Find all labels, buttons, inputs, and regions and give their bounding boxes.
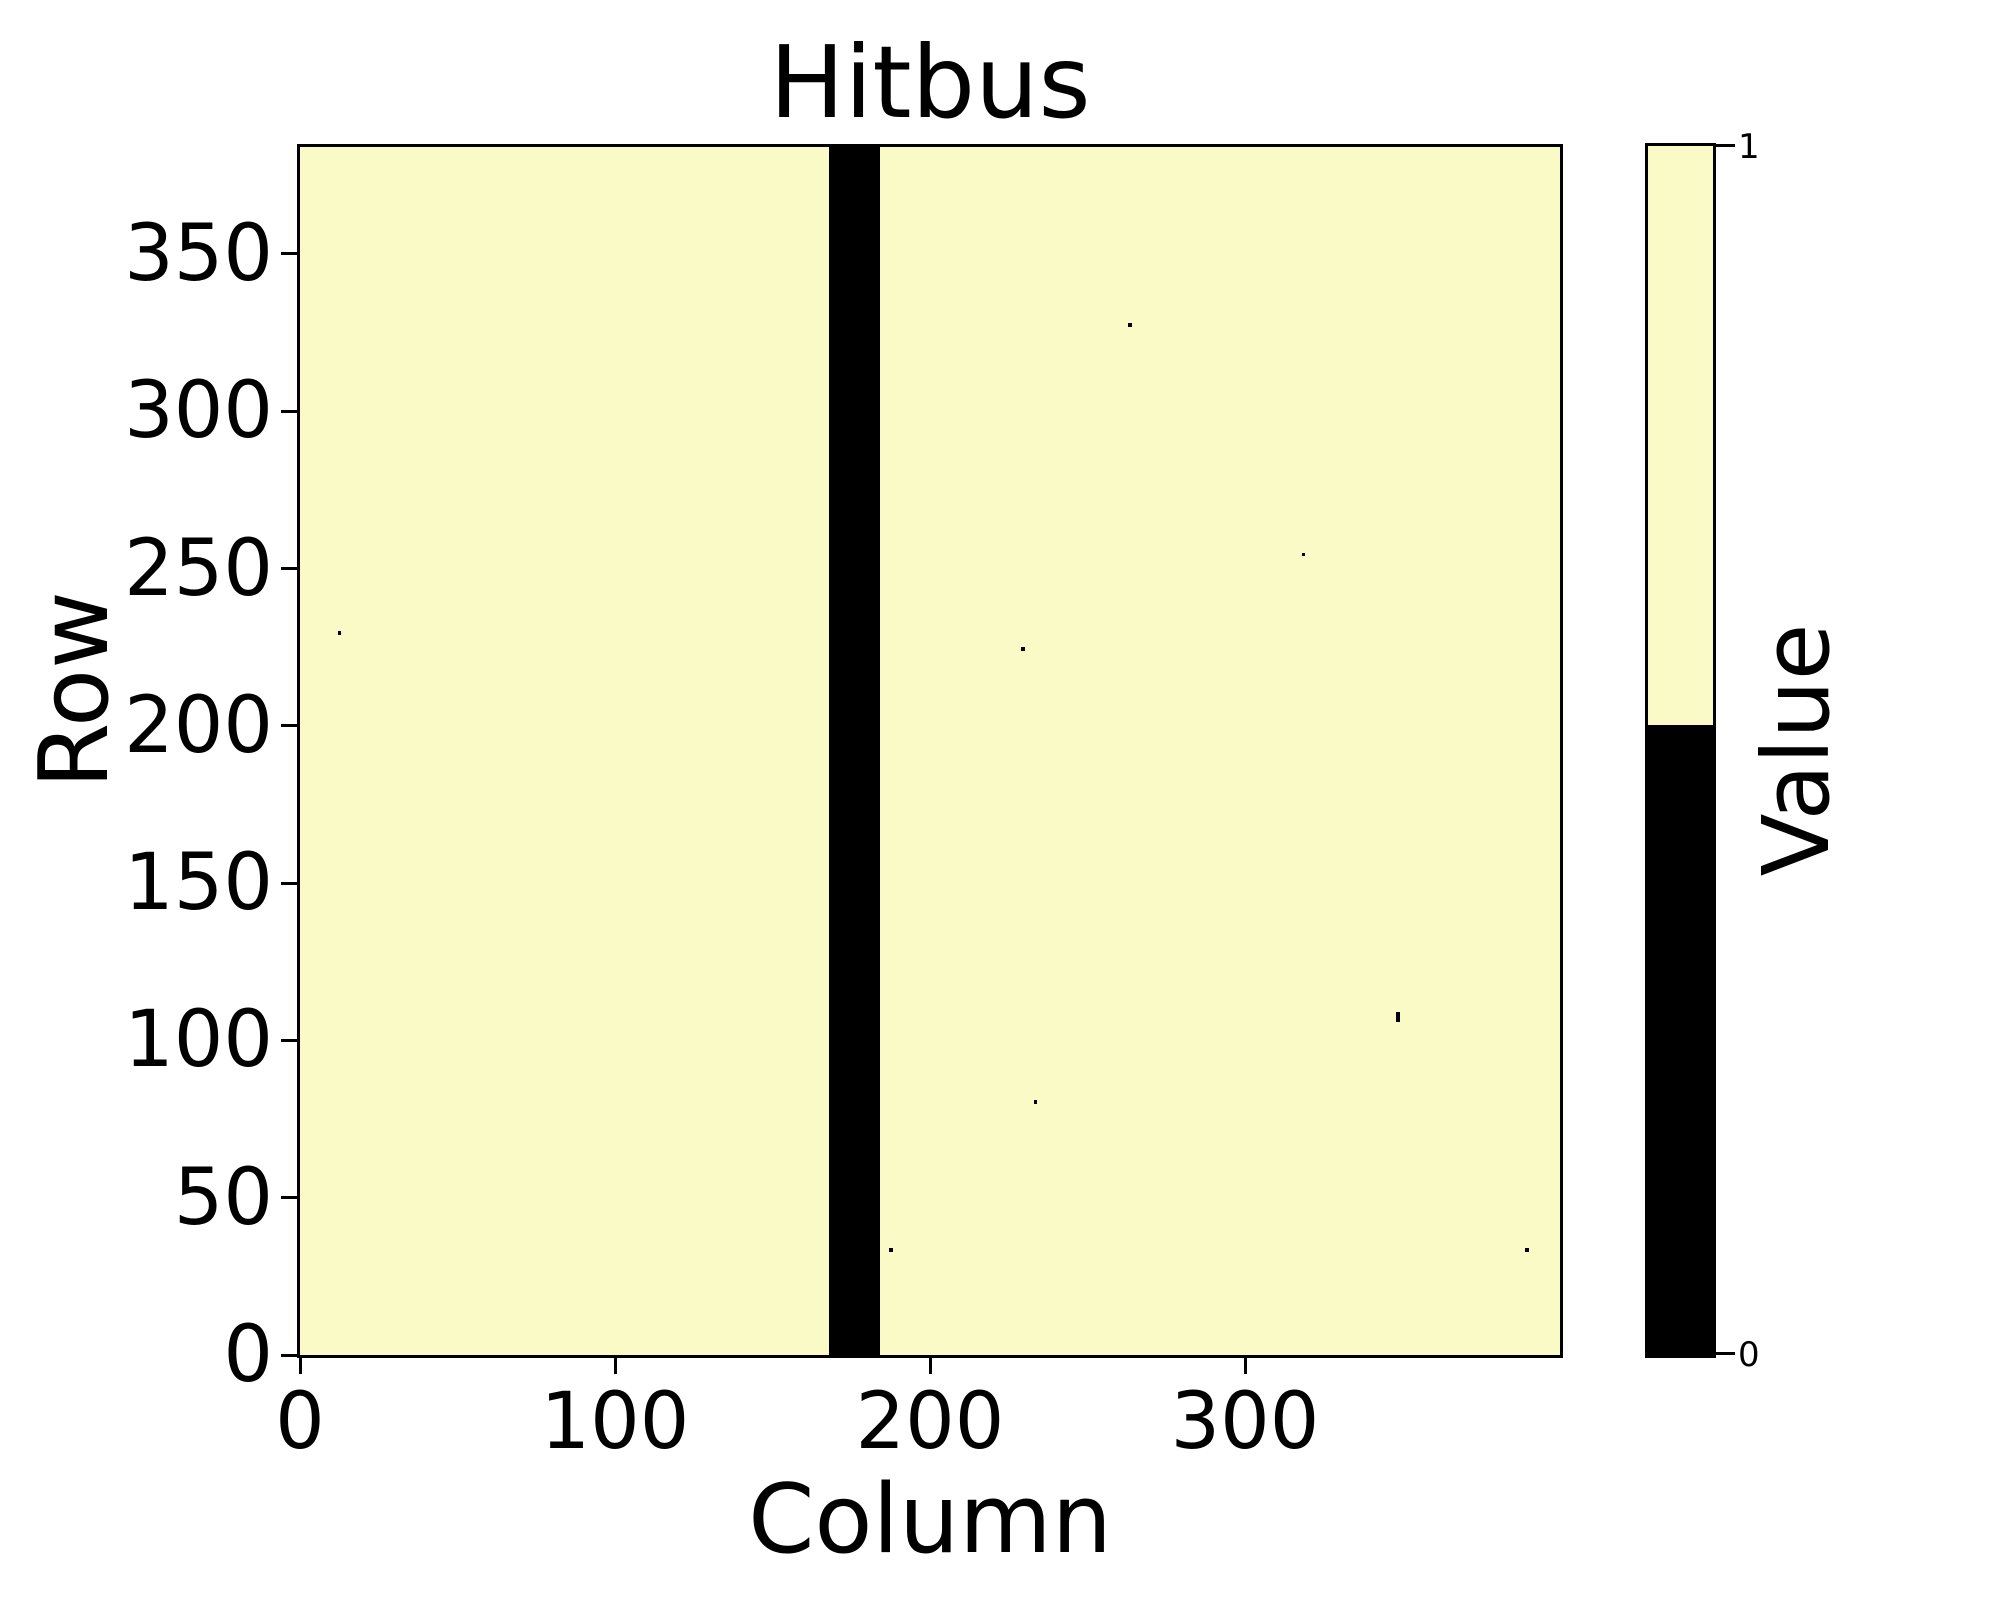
y-tick-label: 350	[124, 208, 273, 299]
x-tick-mark	[613, 1358, 617, 1374]
y-tick-mark	[281, 252, 297, 256]
x-tick-mark	[298, 1358, 302, 1374]
x-axis-label: Column	[748, 1465, 1112, 1575]
y-axis-label: Row	[20, 591, 130, 789]
y-tick-label: 150	[124, 838, 273, 929]
x-tick-mark	[1243, 1358, 1247, 1374]
y-tick-mark	[281, 881, 297, 885]
y-tick-label: 250	[124, 523, 273, 614]
y-tick-mark	[281, 724, 297, 728]
y-tick-label: 200	[124, 680, 273, 771]
colorbar-tick-bottom	[1713, 1352, 1735, 1355]
colorbar-tick-label-0: 0	[1738, 1335, 1760, 1375]
y-tick-mark	[281, 409, 297, 413]
y-tick-label: 0	[223, 1310, 273, 1400]
y-tick-label: 300	[124, 366, 273, 457]
x-tick-label: 100	[540, 1377, 690, 1467]
x-tick-label: 0	[275, 1377, 325, 1467]
chart-title: Hitbus	[769, 24, 1091, 141]
x-tick-label: 200	[855, 1377, 1005, 1467]
colorbar-tick-top	[1713, 144, 1735, 147]
colorbar	[1645, 143, 1716, 1358]
colorbar-segment-value-1	[1648, 146, 1713, 726]
y-tick-label: 50	[173, 1152, 273, 1243]
y-tick-mark	[281, 567, 297, 571]
heatmap-plot-area	[300, 147, 1560, 1355]
x-tick-label: 300	[1170, 1377, 1320, 1467]
y-tick-mark	[281, 1353, 297, 1357]
colorbar-label: Value	[1743, 623, 1850, 877]
y-tick-label: 100	[124, 995, 273, 1086]
y-tick-mark	[281, 1196, 297, 1200]
y-tick-mark	[281, 1038, 297, 1042]
colorbar-tick-label-1: 1	[1738, 127, 1760, 167]
x-tick-mark	[928, 1358, 932, 1374]
colorbar-segment-value-0	[1648, 725, 1713, 1355]
axes-spine	[297, 144, 1563, 1358]
